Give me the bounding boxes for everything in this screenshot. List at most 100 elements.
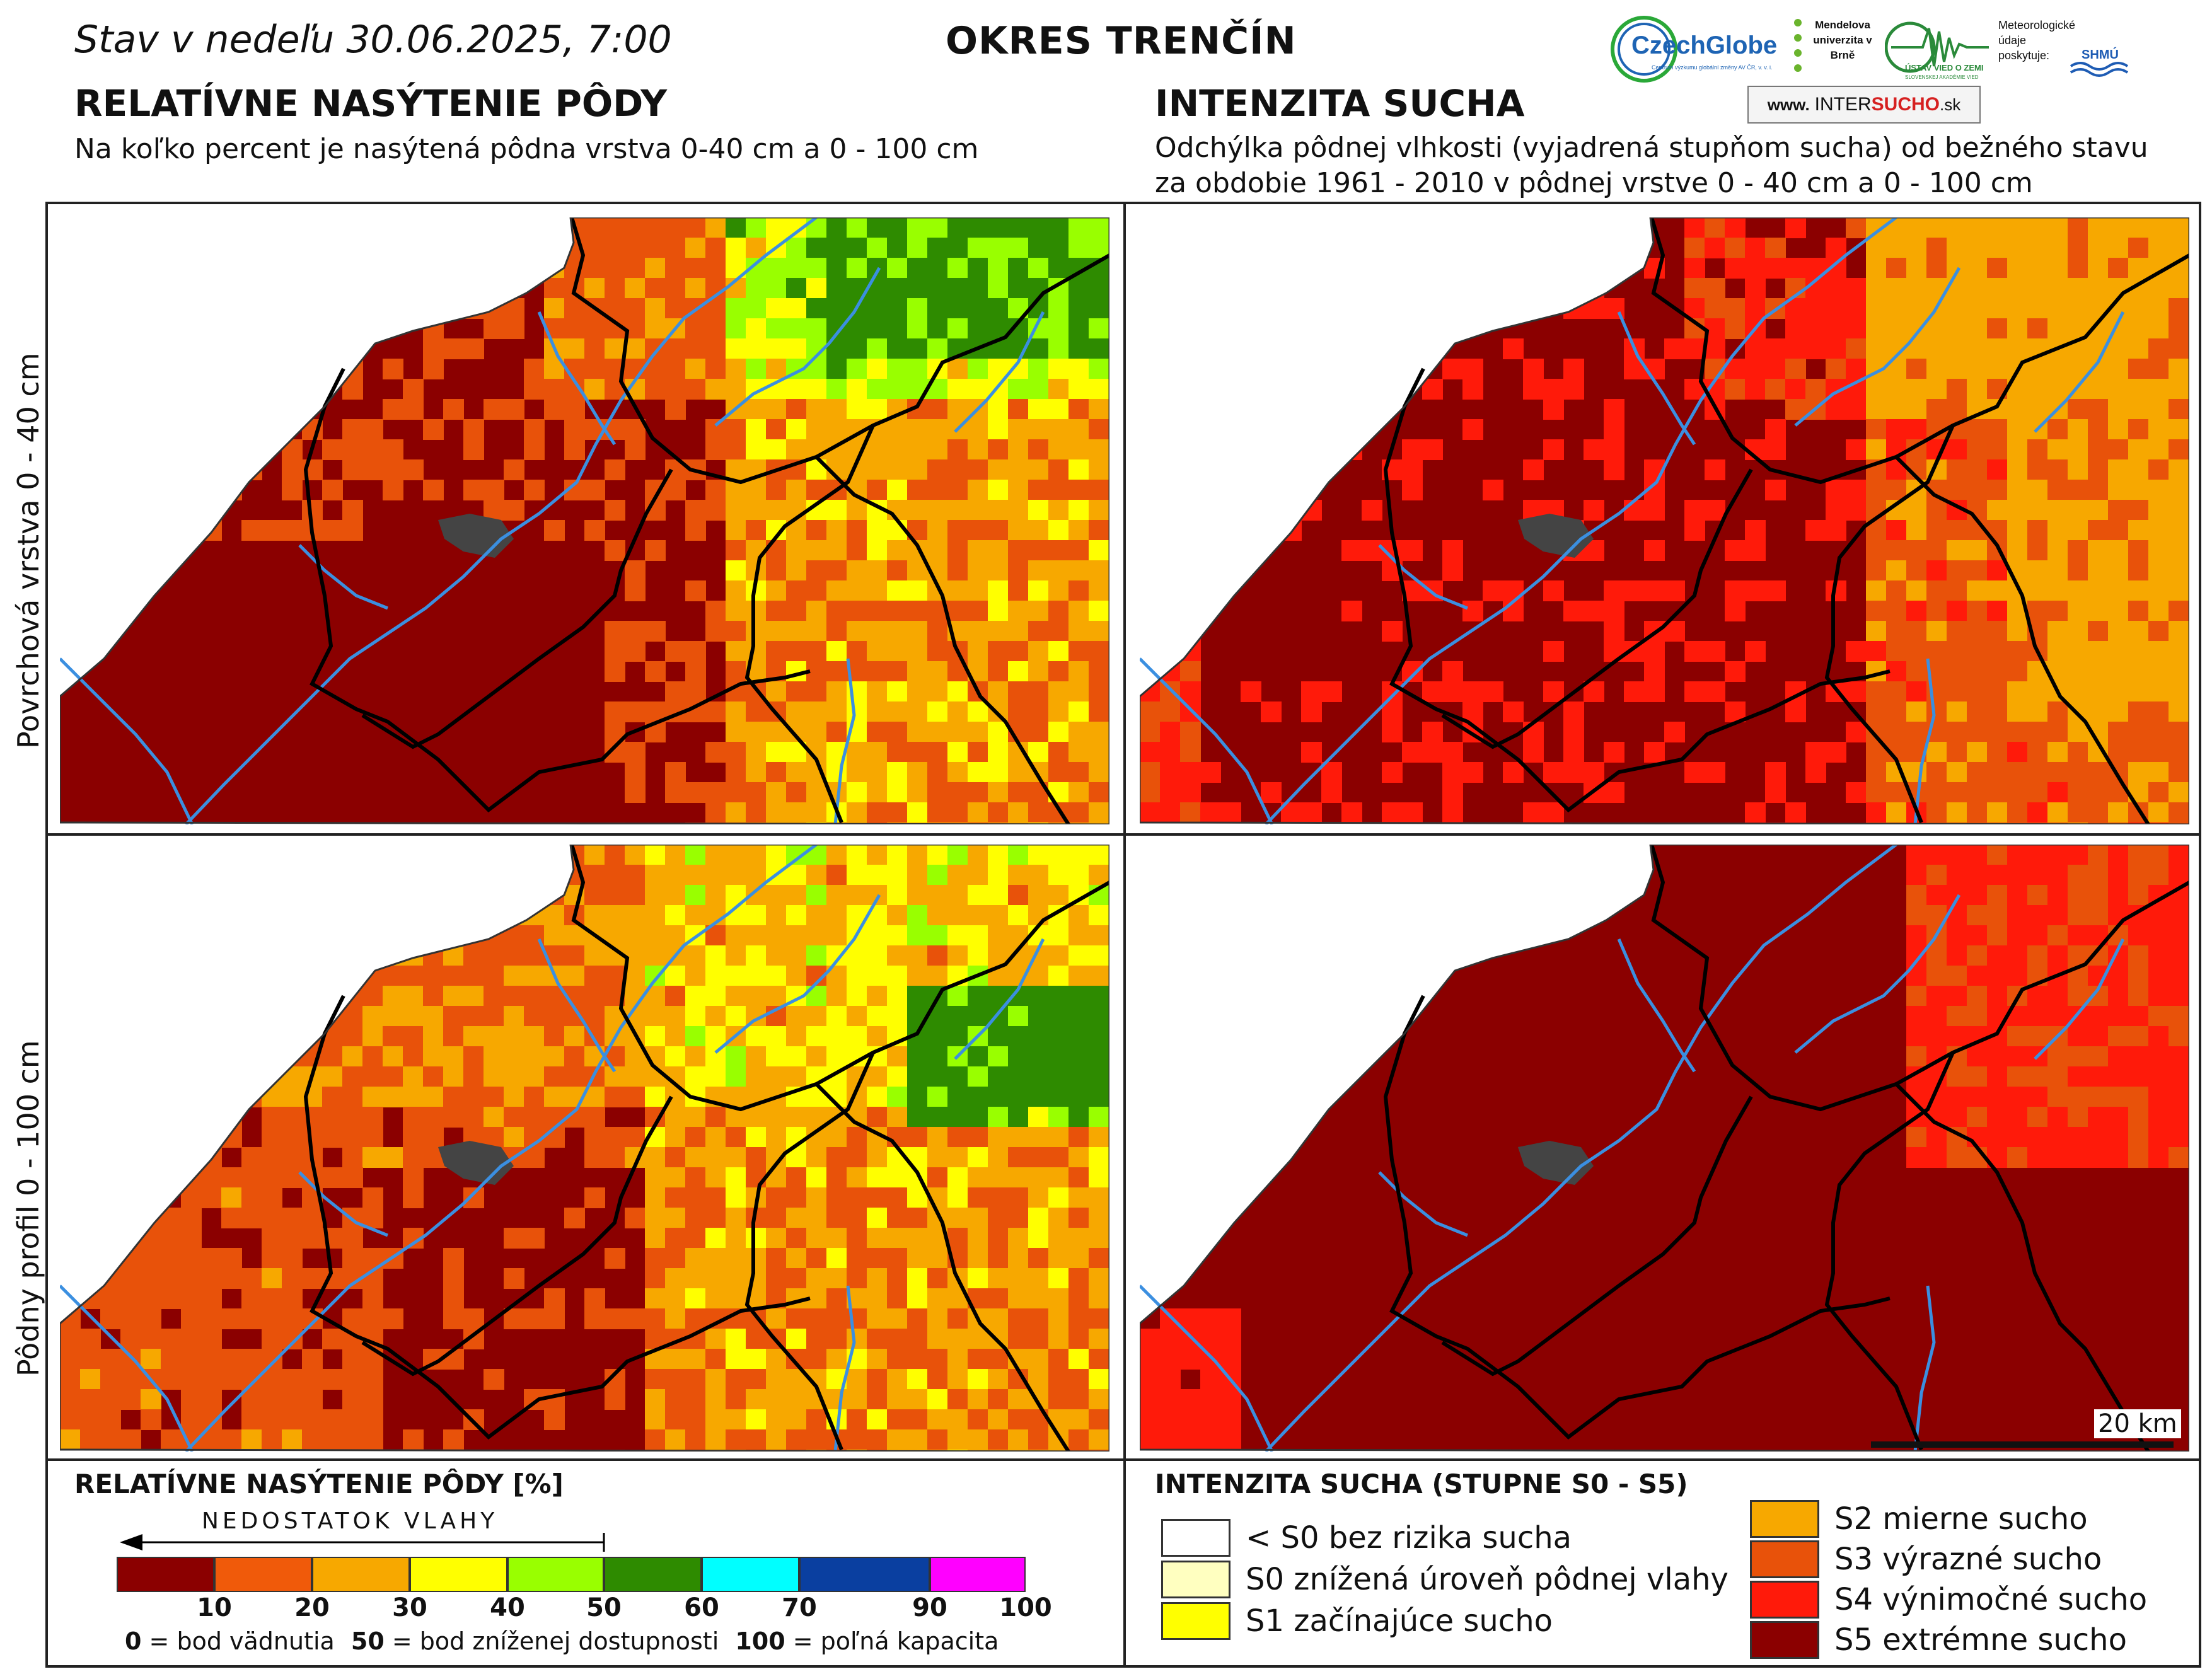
uvz-logo: ÚSTAV VIED O ZEMI SLOVENSKEJ AKADÉMIE VI… (1884, 19, 1992, 88)
shmu-logo: SHMÚ (2068, 44, 2131, 82)
river (833, 1285, 856, 1452)
district-border (1441, 1095, 1753, 1377)
drought-legend-label: S1 začínajúce sucho (1246, 1603, 1553, 1639)
river (1140, 657, 1274, 824)
river (1913, 1285, 1936, 1452)
river (537, 938, 617, 1073)
mendel-name: Mendelova univerzita v Brně (1813, 19, 1872, 61)
map-drought-profile (1140, 845, 2189, 1452)
map-raster (1140, 217, 2189, 824)
saturation-tick-100: 100 (999, 1593, 1052, 1622)
drought-legend-item: < S0 bez rizika sucha (1161, 1519, 1572, 1557)
drought-legend-item: S0 znížená úroveň pôdnej vlahy (1161, 1561, 1728, 1598)
shmu-name: SHMÚ (2082, 48, 2119, 62)
district-border (744, 424, 875, 824)
uvz-seismograph-icon (1884, 21, 1989, 73)
river (1378, 544, 1468, 610)
shmu-waves-icon (2070, 62, 2129, 77)
river (1913, 658, 1936, 824)
district-border (1650, 845, 2189, 1112)
drought-legend-label: S5 extrémne sucho (1834, 1622, 2127, 1658)
footnote-100-value: 100 (735, 1627, 785, 1655)
saturation-bin-40-50 (507, 1557, 604, 1592)
saturation-bin-70-90 (799, 1557, 930, 1592)
czechglobe-name: CzechGlobe (1631, 32, 1778, 59)
district-border (361, 468, 673, 749)
saturation-tick-60: 60 (684, 1593, 719, 1622)
saturation-bin-90-100 (930, 1557, 1026, 1592)
district-border (303, 995, 811, 1440)
river (2034, 311, 2125, 433)
horizontal-divider (45, 833, 2201, 836)
river (537, 311, 617, 446)
drought-legend-label: S3 výrazné sucho (1834, 1542, 2102, 1577)
river (1265, 217, 1897, 824)
district-border (570, 217, 1109, 485)
czechglobe-logo: CzechGlobe Centrum výzkumu globální změn… (1607, 13, 1797, 88)
district-border (1383, 367, 1891, 812)
drought-legend-swatch (1750, 1621, 1819, 1659)
region-outline (1140, 845, 2189, 1452)
drought-legend-item: S4 výnimočné sucho (1750, 1581, 2147, 1619)
river (1617, 311, 1696, 446)
river (1378, 1171, 1468, 1237)
saturation-tick-row: 10 20 30 40 50 60 70 90 100 (117, 1593, 1052, 1625)
district-border (1824, 1051, 1955, 1451)
drought-legend-swatch (1161, 1602, 1230, 1640)
saturation-subtitle: Na koľko percent je nasýtená pôdna vrstv… (74, 133, 979, 165)
river (185, 217, 818, 824)
saturation-bin-30-40 (410, 1557, 507, 1592)
district-border (1824, 424, 1955, 824)
drought-legend-swatch (1750, 1581, 1819, 1619)
district-border (1383, 995, 1891, 1440)
scale-bar-label: 20 km (2094, 1409, 2181, 1438)
river (714, 894, 881, 1054)
saturation-tick-40: 40 (490, 1593, 525, 1622)
map-raster (1140, 845, 2189, 1452)
deficit-arrow (120, 1533, 605, 1552)
region-outline (1140, 217, 2189, 824)
region-outline (60, 845, 1109, 1452)
river (1617, 938, 1696, 1073)
river (714, 267, 881, 427)
district-border (1650, 217, 2189, 485)
meteo-text: Meteorologické údaje poskytuje: (1998, 19, 2076, 62)
intersucho-sk: .sk (1940, 95, 1961, 114)
saturation-footnote: 0 = bod vädnutia 50 = bod zníženej dostu… (125, 1627, 999, 1655)
river (954, 311, 1045, 433)
footnote-50-value: 50 (350, 1627, 385, 1655)
report-date: Stav v nedeľu 30.06.2025, 7:00 (74, 18, 672, 62)
drought-legend-item: S5 extrémne sucho (1750, 1621, 2127, 1659)
intersucho-sucho: SUCHO (1871, 94, 1940, 115)
river (1794, 894, 1961, 1054)
district-border (1894, 1082, 2150, 1452)
river (298, 544, 388, 610)
saturation-bin-10-20 (214, 1557, 312, 1592)
district-border (744, 1051, 875, 1451)
district-border (361, 1095, 673, 1377)
river (2034, 938, 2125, 1060)
saturation-tick-90: 90 (912, 1593, 947, 1622)
drought-legend-title: INTENZITA SUCHA (STUPNE S0 - S5) (1155, 1469, 1688, 1499)
mendel-dots-icon (1794, 19, 1802, 72)
mendel-logo: Mendelova univerzita v Brně (1790, 15, 1885, 84)
uvz-name: ÚSTAV VIED O ZEMI (1905, 63, 1984, 72)
saturation-tick-20: 20 (294, 1593, 330, 1622)
river (954, 938, 1045, 1060)
district-border (814, 1082, 1070, 1452)
map-raster (60, 845, 1109, 1452)
drought-legend-item: S3 výrazné sucho (1750, 1540, 2102, 1578)
drought-legend-item: S2 mierne sucho (1750, 1500, 2088, 1538)
intersucho-badge: www. INTER SUCHO .sk (1747, 86, 1981, 124)
drought-subtitle-line1: Odchýlka pôdnej vlhkosti (vyjadrená stup… (1155, 132, 2148, 164)
district-border (570, 845, 1109, 1112)
intersucho-inter: INTER (1814, 94, 1872, 115)
deficit-arrow-label: NEDOSTATOK VLAHY (202, 1508, 499, 1534)
saturation-bin-50-60 (604, 1557, 702, 1592)
drought-legend-swatch (1161, 1561, 1230, 1598)
intersucho-www: www. (1767, 95, 1810, 114)
footnote-0-text: = bod vädnutia (141, 1627, 335, 1655)
river (1265, 845, 1897, 1452)
district-border (303, 367, 811, 812)
uvz-subtitle: SLOVENSKEJ AKADÉMIE VIED (1905, 74, 1979, 80)
